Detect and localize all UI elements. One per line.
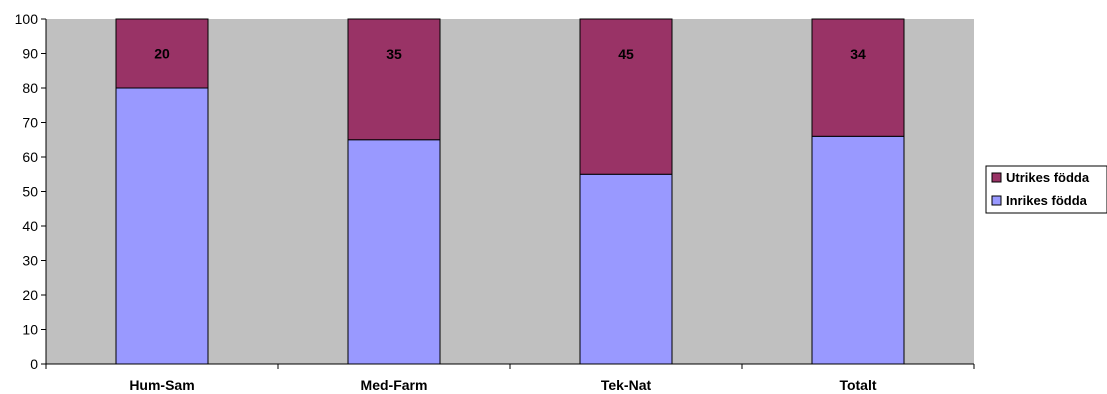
y-tick-label: 100 — [15, 11, 39, 27]
x-category-label: Totalt — [839, 377, 876, 393]
y-tick-label: 40 — [22, 218, 38, 234]
legend-label: Utrikes födda — [1006, 170, 1090, 185]
bar-segment-utrikes — [811, 18, 905, 137]
legend-swatch — [991, 195, 1002, 206]
bar-segment-inrikes — [579, 173, 673, 365]
y-axis: 0 10 20 30 40 50 60 70 80 90 100 — [15, 11, 47, 372]
bar-segment-utrikes — [347, 18, 441, 141]
data-label: 35 — [386, 46, 402, 62]
x-category-label: Hum-Sam — [129, 377, 194, 393]
x-axis: Hum-Sam Med-Farm Tek-Nat Totalt — [45, 363, 975, 393]
legend-box — [985, 165, 1107, 214]
legend: Utrikes födda Inrikes födda — [985, 165, 1107, 214]
y-tick-label: 70 — [22, 115, 38, 131]
data-label: 20 — [154, 46, 170, 62]
y-tick-label: 20 — [22, 287, 38, 303]
bar-segment-utrikes — [115, 18, 209, 89]
x-category-label: Tek-Nat — [601, 377, 652, 393]
y-tick-label: 80 — [22, 80, 38, 96]
data-label: 45 — [618, 46, 634, 62]
bar-segment-inrikes — [115, 87, 209, 365]
bars-group — [115, 18, 905, 365]
legend-swatch — [991, 172, 1002, 183]
x-category-label: Med-Farm — [361, 377, 428, 393]
y-tick-label: 30 — [22, 253, 38, 269]
y-tick-label: 60 — [22, 149, 38, 165]
data-label: 34 — [850, 46, 866, 62]
y-tick-label: 50 — [22, 184, 38, 200]
y-tick-label: 10 — [22, 322, 38, 338]
legend-label: Inrikes födda — [1006, 193, 1088, 208]
data-labels-group: 20 35 45 34 — [154, 46, 866, 63]
y-tick-label: 0 — [30, 356, 38, 372]
bar-segment-inrikes — [347, 139, 441, 365]
bar-segment-utrikes — [579, 18, 673, 175]
bar-segment-inrikes — [811, 135, 905, 365]
y-tick-label: 90 — [22, 46, 38, 62]
